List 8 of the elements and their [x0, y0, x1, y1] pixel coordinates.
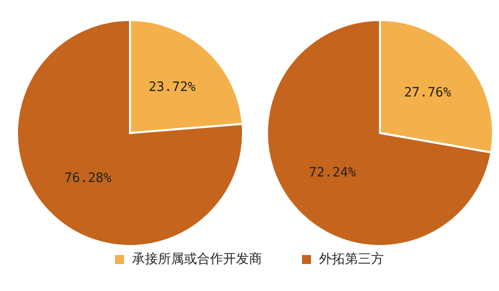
legend-label: 外拓第三方	[319, 251, 384, 268]
data-label: 76.28%	[64, 171, 112, 186]
legend-label: 承接所属或合作开发商	[132, 251, 262, 268]
pie-slice	[16, 19, 244, 246]
data-label: 72.24%	[308, 165, 356, 180]
pie-slice	[266, 19, 492, 246]
data-label: 27.76%	[404, 86, 452, 101]
data-label: 23.72%	[148, 80, 196, 95]
